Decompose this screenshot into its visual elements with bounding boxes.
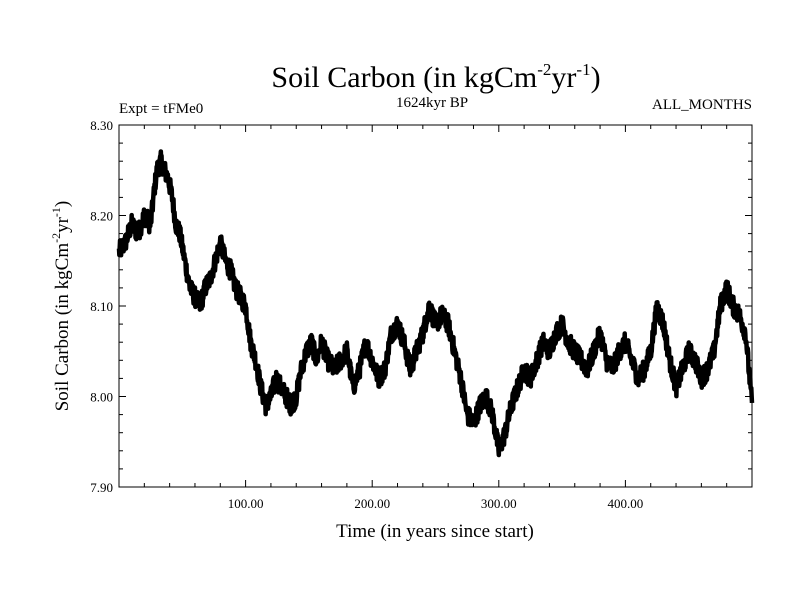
y-tick-label: 8.20 [90, 209, 113, 224]
subtitle-period: 1624kyr BP [396, 95, 468, 111]
x-tick-label: 300.00 [481, 496, 517, 511]
x-tick-label: 100.00 [228, 496, 264, 511]
chart-title: Soil Carbon (in kgCm-2yr-1) [271, 60, 600, 94]
x-axis-label: Time (in years since start) [336, 521, 534, 542]
y-axis: 7.90 8.00 8.10 8.20 8.30 [90, 118, 752, 495]
subtitle-experiment: Expt = tFMe0 [119, 101, 203, 117]
subtitle-months: ALL_MONTHS [652, 97, 752, 113]
y-tick-label: 8.30 [90, 118, 113, 133]
series-line-soil-carbon [116, 149, 755, 458]
x-tick-label: 200.00 [354, 496, 390, 511]
y-tick-label: 8.00 [90, 390, 113, 405]
x-axis: 100.00 200.00 300.00 400.00 [143, 125, 728, 511]
y-tick-label: 7.90 [90, 480, 113, 495]
x-tick-label: 400.00 [608, 496, 644, 511]
y-axis-label: Soil Carbon (in kgCm-2yr-1) [49, 201, 73, 412]
y-tick-label: 8.10 [90, 299, 113, 314]
